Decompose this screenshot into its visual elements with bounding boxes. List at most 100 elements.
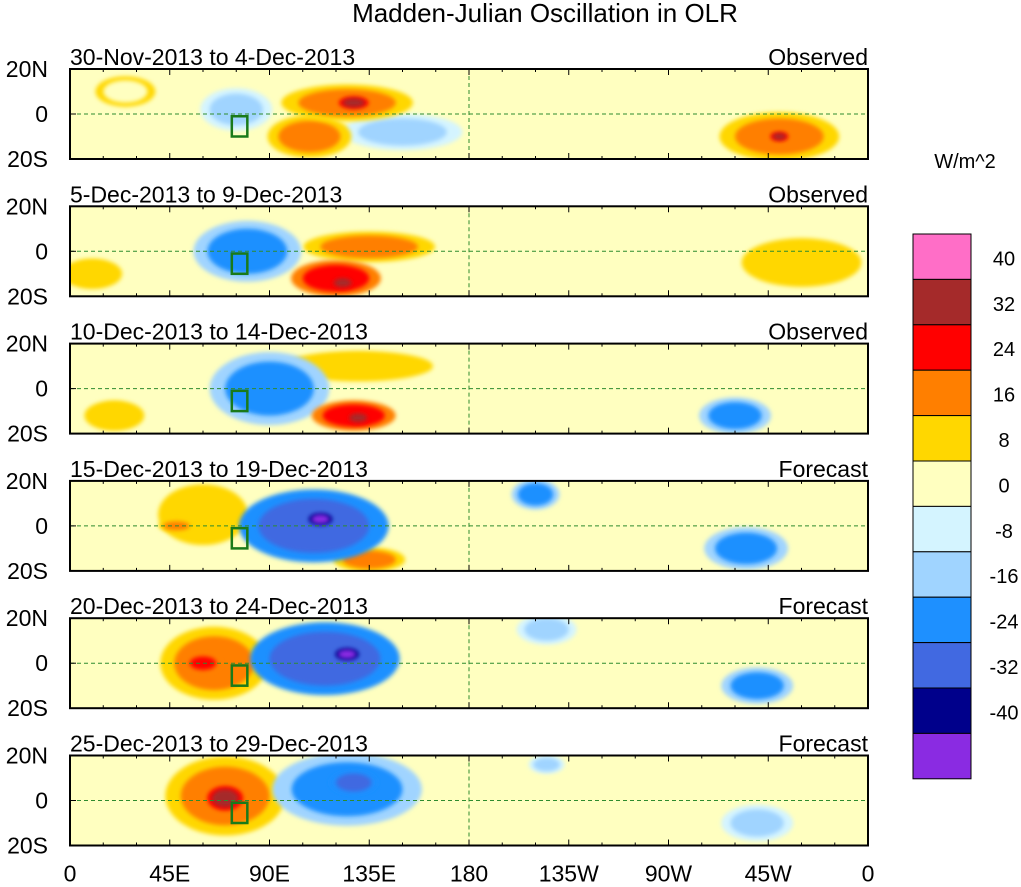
anomaly-blob bbox=[708, 402, 762, 430]
y-tick-label: 20S bbox=[7, 558, 48, 584]
region-box bbox=[230, 252, 249, 276]
x-tick-label: 90W bbox=[645, 861, 693, 887]
colorbar-label: -32 bbox=[990, 657, 1019, 679]
anomaly-blob bbox=[524, 618, 569, 641]
y-tick-label: 20S bbox=[7, 421, 48, 447]
anomaly-field bbox=[95, 76, 840, 159]
colorbar-swatch bbox=[912, 324, 972, 371]
anomaly-blob bbox=[333, 278, 352, 288]
anomaly-blob bbox=[209, 93, 263, 126]
panel-6: 20N 0 20S 25-Dec-2013 to 29-Dec-2013 Forecas… bbox=[6, 731, 869, 859]
colorbar-swatch bbox=[912, 415, 972, 462]
y-tick-label: 20N bbox=[6, 56, 48, 82]
x-tick-label: 0 bbox=[862, 861, 875, 887]
panel-1: 20N 0 20S 30-Nov-2013 to 4-Dec-2013 Observed bbox=[6, 44, 869, 172]
x-tick-label: 90E bbox=[249, 861, 290, 887]
anomaly-blob bbox=[211, 789, 239, 808]
anomaly-blob bbox=[103, 80, 148, 103]
x-tick-label: 45E bbox=[149, 861, 190, 887]
region-box bbox=[230, 389, 249, 413]
panel-kind-label: Observed bbox=[768, 319, 868, 345]
colorbar-label: -24 bbox=[990, 612, 1019, 634]
panel-period-label: 5-Dec-2013 to 9-Dec-2013 bbox=[70, 181, 342, 207]
panels-group: 20N 0 20S 30-Nov-2013 to 4-Dec-2013 Observed… bbox=[6, 44, 869, 859]
colorbar: W/m^2 40 32 24 16 8 0 -8 -16 -24 -32 -40 bbox=[912, 151, 1019, 780]
y-tick-label: 20S bbox=[7, 695, 48, 721]
colorbar-label: -8 bbox=[995, 521, 1013, 543]
y-tick-label: 0 bbox=[35, 788, 48, 814]
colorbar-label: 8 bbox=[998, 430, 1009, 452]
panel-period-label: 25-Dec-2013 to 29-Dec-2013 bbox=[70, 731, 368, 757]
x-tick-label: 180 bbox=[450, 861, 488, 887]
anomaly-blob bbox=[757, 244, 846, 281]
colorbar-swatch bbox=[912, 278, 972, 326]
y-tick-label: 20S bbox=[7, 833, 48, 859]
x-tick-label: 135E bbox=[342, 861, 396, 887]
colorbar-label: 0 bbox=[998, 475, 1009, 497]
colorbar-swatch bbox=[912, 687, 972, 734]
anomaly-blob bbox=[730, 809, 784, 837]
anomaly-blob bbox=[302, 354, 414, 378]
y-tick-label: 0 bbox=[35, 376, 48, 402]
anomaly-blob bbox=[715, 532, 778, 565]
anomaly-blob bbox=[70, 262, 115, 286]
anomaly-blob bbox=[342, 98, 365, 108]
panel-period-label: 15-Dec-2013 to 19-Dec-2013 bbox=[70, 456, 368, 482]
colorbar-label: 32 bbox=[993, 294, 1015, 316]
x-tick-label: 45W bbox=[745, 861, 793, 887]
colorbar-label: 40 bbox=[993, 248, 1015, 270]
region-box bbox=[230, 526, 249, 550]
y-tick-label: 20S bbox=[7, 283, 48, 309]
colorbar-swatch bbox=[912, 460, 972, 507]
y-tick-label: 20N bbox=[6, 468, 48, 494]
anomaly-blob bbox=[730, 672, 784, 700]
anomaly-blob bbox=[338, 649, 356, 659]
region-box bbox=[230, 664, 249, 687]
colorbar-swatch bbox=[912, 732, 972, 780]
panel-kind-label: Forecast bbox=[779, 593, 869, 619]
anomaly-field bbox=[165, 755, 794, 842]
colorbar-swatch bbox=[912, 233, 972, 280]
panel-2: 20N 0 20S 5-Dec-2013 to 9-Dec-2013 Observed bbox=[6, 181, 869, 309]
region-box bbox=[230, 115, 249, 138]
anomaly-blob bbox=[320, 235, 419, 259]
anomaly-blob bbox=[772, 133, 786, 140]
colorbar-swatch bbox=[912, 596, 972, 644]
y-tick-label: 20N bbox=[6, 331, 48, 357]
anomaly-blob bbox=[517, 483, 554, 506]
panel-4: 20N 0 20S 15-Dec-2013 to 19-Dec-2013 Forecas… bbox=[6, 456, 869, 584]
anomaly-blob bbox=[278, 120, 341, 153]
colorbar-units: W/m^2 bbox=[934, 151, 996, 173]
anomaly-blob bbox=[258, 498, 370, 553]
anomaly-blob bbox=[92, 404, 137, 427]
y-tick-label: 20N bbox=[6, 743, 48, 769]
colorbar-label: 24 bbox=[993, 339, 1015, 361]
panel-5: 20N 0 20S 20-Dec-2013 to 24-Dec-2013 Forecas… bbox=[6, 593, 869, 721]
colorbar-label: 16 bbox=[993, 385, 1015, 407]
y-tick-label: 0 bbox=[35, 650, 48, 676]
panel-period-label: 30-Nov-2013 to 4-Dec-2013 bbox=[70, 44, 355, 70]
panel-period-label: 10-Dec-2013 to 14-Dec-2013 bbox=[70, 319, 368, 345]
anomaly-blob bbox=[533, 757, 560, 772]
y-tick-label: 20N bbox=[6, 193, 48, 219]
panel-kind-label: Observed bbox=[768, 44, 868, 70]
y-tick-label: 0 bbox=[35, 238, 48, 264]
colorbar-label: -40 bbox=[990, 702, 1019, 724]
anomaly-blob bbox=[336, 773, 372, 792]
x-tick-label: 0 bbox=[64, 861, 77, 887]
y-tick-label: 20N bbox=[6, 605, 48, 631]
y-tick-label: 20S bbox=[7, 146, 48, 172]
panel-kind-label: Observed bbox=[768, 181, 868, 207]
colorbar-label: -16 bbox=[990, 566, 1019, 588]
x-tick-label: 135W bbox=[539, 861, 599, 887]
chart-title: Madden-Julian Oscillation in OLR bbox=[352, 0, 738, 28]
anomaly-blob bbox=[311, 514, 330, 524]
x-axis: 0 45E 90E 135E 180 135W 90W 45W 0 bbox=[64, 861, 875, 887]
panel-kind-label: Forecast bbox=[779, 731, 869, 757]
colorbar-swatch bbox=[912, 551, 972, 598]
colorbar-swatch bbox=[912, 369, 972, 417]
colorbar-swatch bbox=[912, 642, 972, 689]
anomaly-blob bbox=[349, 413, 368, 423]
y-tick-label: 0 bbox=[35, 513, 48, 539]
